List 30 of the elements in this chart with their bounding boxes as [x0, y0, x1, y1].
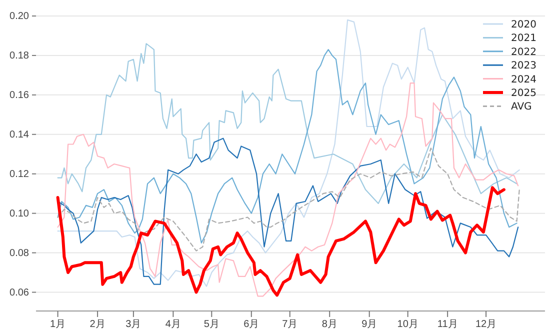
y-tick-label: 0.10 — [10, 208, 30, 220]
y-tick-label: 0.12 — [10, 169, 30, 180]
legend-label: 2024 — [511, 74, 536, 86]
legend-label: 2025 — [511, 88, 536, 99]
x-tick-label: 3月 — [126, 319, 142, 330]
y-tick-label: 0.14 — [10, 130, 30, 141]
line-series — [56, 186, 506, 297]
line-series — [57, 148, 520, 252]
x-tick-label: 12月 — [475, 319, 497, 330]
y-tick-label: 0.06 — [10, 287, 30, 298]
y-tick-label: 0.20 — [10, 11, 30, 22]
x-tick-label: 7月 — [282, 319, 298, 330]
x-tick-label: 5月 — [204, 319, 220, 330]
legend-label: 2021 — [511, 33, 536, 44]
x-tick-label: 1月 — [50, 319, 66, 330]
y-tick-label: 0.08 — [10, 248, 30, 259]
x-tick-label: 2月 — [90, 319, 106, 330]
x-tick-label: 4月 — [165, 319, 181, 330]
x-tick-label: 10月 — [397, 319, 418, 330]
x-tick-label: 9月 — [362, 319, 378, 330]
legend-label: 2022 — [511, 46, 536, 58]
x-tick-label: 8月 — [322, 319, 338, 330]
line-series — [57, 138, 519, 285]
x-tick-label: 6月 — [244, 319, 260, 330]
legend-label: AVG — [511, 102, 532, 113]
y-tick-label: 0.16 — [10, 90, 30, 102]
legend-label: 2020 — [511, 20, 536, 30]
x-tick-label: 11月 — [437, 319, 458, 330]
y-tick-label: 0.18 — [10, 50, 30, 62]
legend-label: 2023 — [511, 60, 536, 72]
